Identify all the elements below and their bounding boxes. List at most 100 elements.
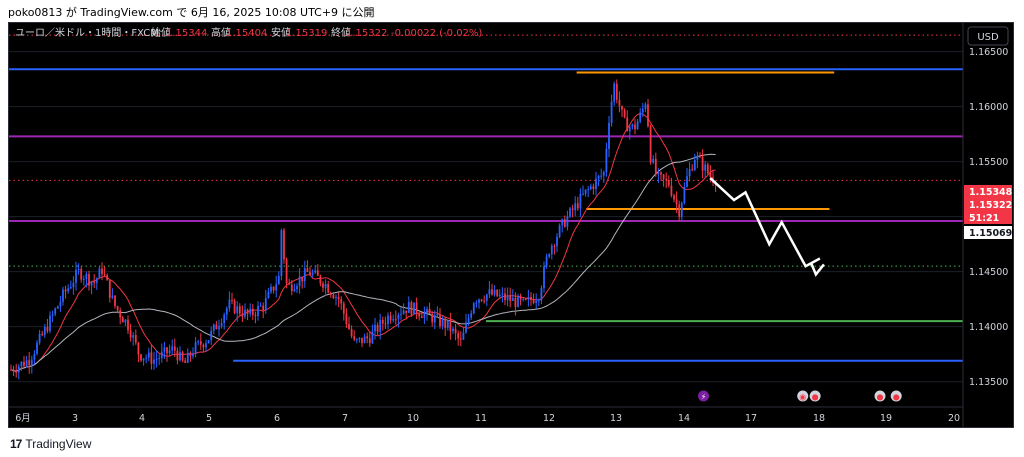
candle-body — [439, 314, 441, 327]
candle-body — [241, 313, 244, 317]
candle-body — [368, 338, 371, 344]
price-tick-label: 1.16000 — [969, 102, 1008, 113]
candle-body — [410, 302, 413, 315]
candle-body — [246, 309, 249, 314]
candle-body — [530, 296, 532, 300]
candle-body — [527, 296, 530, 300]
candle-body — [119, 310, 122, 318]
candle-body — [28, 360, 31, 366]
candle-body — [397, 314, 400, 320]
time-tick-label: 6月 — [15, 413, 31, 424]
grid-lines — [9, 51, 963, 383]
candle-body — [493, 289, 496, 295]
candle-body — [181, 352, 184, 361]
us-flag-event-icon-glyph: ● — [893, 393, 900, 402]
candle-body — [641, 108, 644, 113]
candle-body — [631, 124, 634, 127]
candle-body — [163, 347, 166, 352]
candles — [10, 79, 717, 380]
candle-body — [704, 164, 707, 171]
price-label: 51:21 — [969, 213, 999, 224]
candle-body — [166, 347, 168, 354]
price-chart[interactable]: ⚡ ◉ ● ● ● 1.165001.160001.155001.150001.1450… — [9, 23, 1013, 427]
candle-body — [272, 286, 275, 291]
candle-body — [88, 273, 90, 286]
candle-body — [249, 308, 252, 314]
candle-body — [319, 275, 322, 284]
candle-body — [423, 312, 426, 318]
chart-frame[interactable]: ⚡◉●●● 1.165001.160001.155001.150001.1450… — [8, 22, 1014, 428]
candle-body — [275, 284, 278, 291]
candle-body — [192, 353, 194, 357]
candle-body — [506, 295, 509, 300]
candle-body — [636, 121, 639, 130]
candle-body — [545, 256, 548, 267]
candle-body — [116, 306, 119, 311]
tradingview-logo-icon: 17 — [10, 437, 22, 451]
us-flag-event-icon-glyph: ● — [812, 393, 819, 402]
candle-body — [288, 283, 291, 285]
candle-body — [501, 293, 504, 295]
candle-body — [43, 327, 46, 335]
candle-body — [270, 286, 272, 292]
candle-body — [173, 346, 176, 351]
candle-body — [532, 299, 535, 303]
candle-body — [623, 109, 626, 118]
candle-body — [402, 310, 405, 314]
horizontal-levels — [9, 34, 963, 362]
candle-body — [30, 359, 33, 366]
candle-body — [569, 208, 571, 217]
tradingview-footer[interactable]: 17 TradingView — [10, 436, 91, 452]
candle-body — [207, 340, 210, 344]
candle-body — [147, 352, 150, 358]
candle-body — [618, 99, 621, 106]
price-tick-label: 1.16500 — [969, 47, 1008, 58]
price-label-box — [964, 226, 1012, 239]
candle-body — [332, 294, 335, 299]
candle-body — [678, 204, 681, 217]
candle-body — [626, 117, 629, 132]
candle-body — [475, 302, 478, 304]
candle-body — [634, 124, 636, 130]
candle-body — [472, 303, 475, 314]
price-tick-label: 1.13500 — [969, 377, 1008, 388]
candle-body — [41, 333, 44, 335]
candle-body — [701, 157, 704, 171]
candle-body — [90, 281, 93, 286]
candle-body — [111, 295, 114, 298]
candle-body — [225, 308, 228, 315]
ohlc-text: -0.00022 (-0.02%) — [391, 28, 482, 39]
candle-body — [202, 344, 205, 348]
candle-body — [67, 288, 70, 292]
candle-body — [95, 278, 98, 283]
candle-body — [488, 289, 491, 295]
candle-body — [358, 337, 361, 340]
candle-body — [524, 298, 527, 300]
candle-body — [309, 271, 311, 275]
candle-body — [69, 287, 72, 289]
candle-body — [688, 169, 691, 177]
time-tick-label: 7 — [342, 413, 348, 424]
candle-body — [186, 352, 189, 363]
price-tick-label: 1.14500 — [969, 267, 1008, 278]
candle-body — [280, 230, 283, 277]
ohlc-text: 安値 — [271, 26, 291, 39]
candle-body — [353, 336, 356, 340]
candle-body — [514, 297, 517, 307]
candle-body — [101, 268, 103, 275]
candle-body — [550, 245, 553, 255]
candle-body — [77, 268, 80, 270]
candle-body — [400, 313, 402, 315]
us-flag-event-icon — [873, 389, 887, 403]
candle-body — [153, 359, 155, 364]
currency-badge[interactable]: USD — [967, 26, 1009, 46]
price-tick-label: 1.15500 — [969, 157, 1008, 168]
ohlc-text: 高値 — [211, 26, 231, 39]
candle-body — [168, 350, 171, 354]
candle-body — [199, 341, 202, 345]
candle-body — [64, 289, 67, 292]
candle-body — [335, 297, 337, 299]
candle-body — [142, 358, 145, 361]
candle-body — [579, 193, 582, 209]
lightning-event-icon-glyph: ⚡ — [701, 393, 707, 402]
